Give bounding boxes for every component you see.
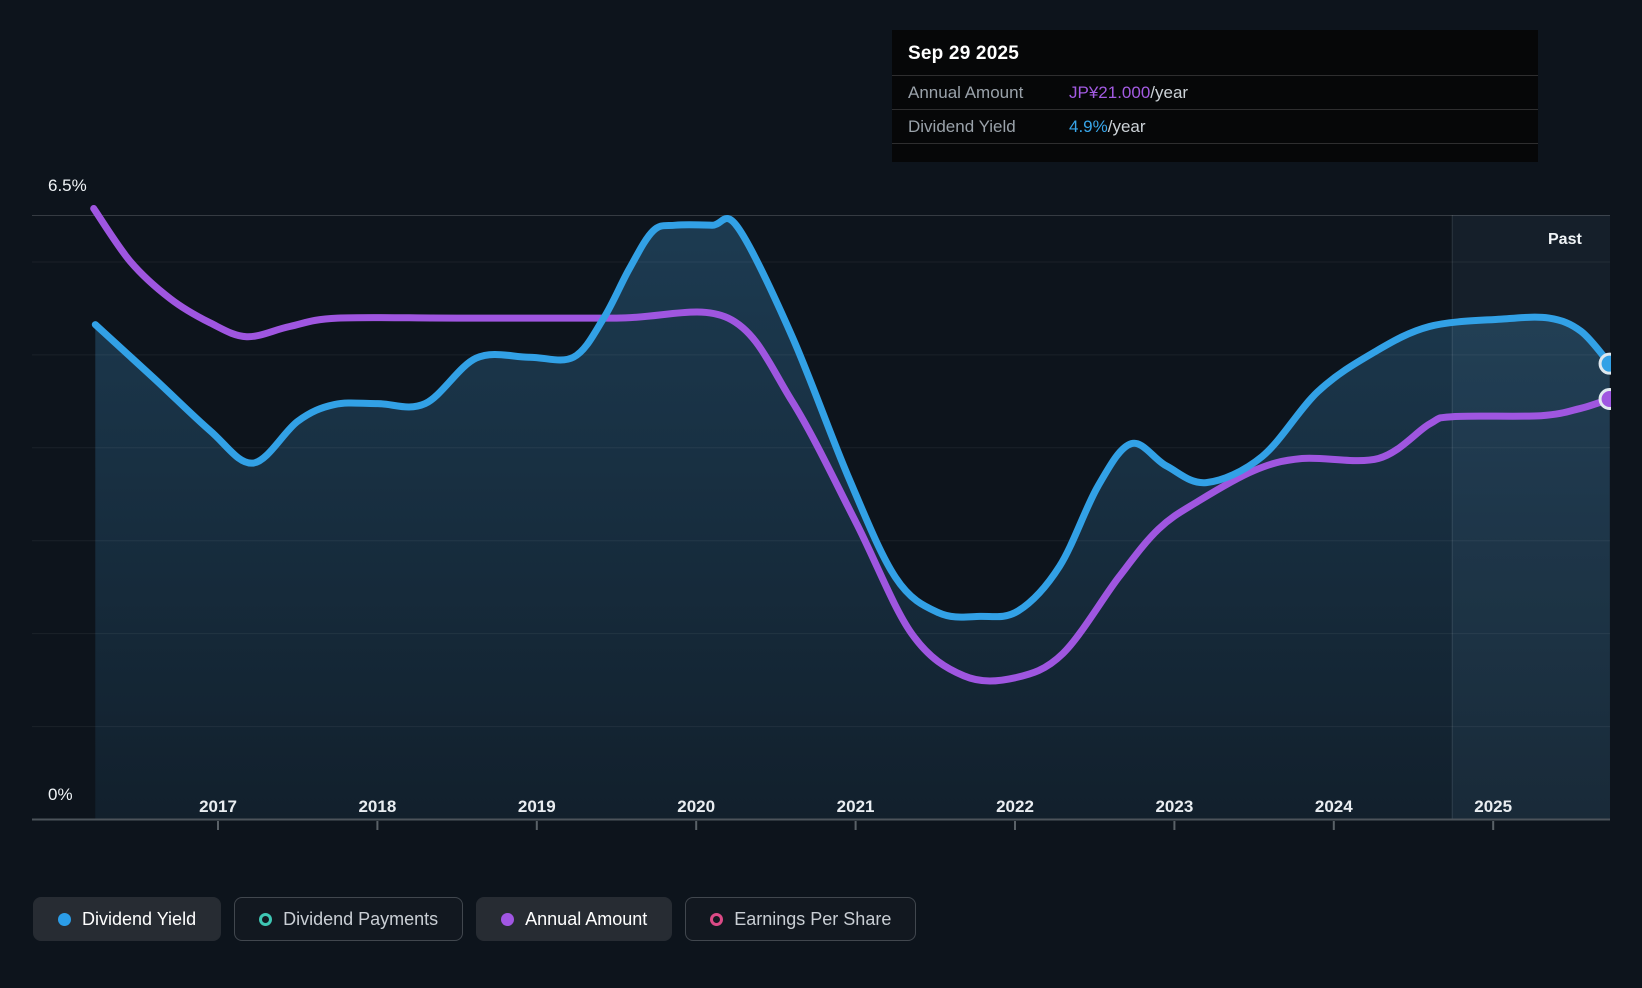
annual-amount-line — [90, 205, 1611, 685]
earnings-per-share-ring-icon — [710, 912, 724, 926]
dividend-payments-ring-icon — [259, 912, 273, 926]
tooltip-row-label: Dividend Yield — [908, 116, 1016, 136]
legend-label: Dividend Payments — [283, 908, 439, 929]
annual-amount-dot-icon — [501, 912, 515, 926]
legend-earnings-per-share[interactable]: Earnings Per Share — [685, 897, 917, 941]
past-region-label: Past — [1548, 231, 1582, 248]
legend-label: Dividend Yield — [82, 908, 197, 929]
chart-legend: Dividend Yield Dividend Payments Annual Am… — [33, 897, 917, 941]
tooltip-row: Dividend Yield 4.9%/year — [892, 109, 1538, 144]
annual-amount-end-dot — [1598, 387, 1611, 410]
x-axis-year-label: 2019 — [517, 797, 556, 816]
y-axis-min-label: 0% — [48, 785, 73, 804]
x-axis-year-label: 2018 — [358, 797, 397, 816]
x-axis-year-label: 2017 — [199, 797, 237, 816]
tooltip-date: Sep 29 2025 — [908, 43, 1020, 64]
legend-label: Earnings Per Share — [734, 908, 892, 929]
y-axis-max-label: 6.5% — [48, 176, 87, 195]
tooltip-row-suffix: /year — [1150, 82, 1189, 102]
dividend-yield-line — [91, 215, 1611, 621]
tooltip-row: Annual Amount JP¥21.000/year — [892, 75, 1538, 109]
x-axis-year-label: 2021 — [836, 797, 875, 816]
legend-label: Annual Amount — [525, 908, 648, 929]
past-region-overlay — [1451, 215, 1610, 819]
dividend-yield-dot-icon — [58, 912, 71, 926]
legend-annual-amount[interactable]: Annual Amount — [476, 897, 673, 941]
legend-dividend-payments[interactable]: Dividend Payments — [234, 897, 464, 941]
x-axis-year-label: 2024 — [1314, 797, 1353, 816]
x-axis-year-label: 2025 — [1474, 797, 1513, 816]
x-axis-year-label: 2020 — [677, 797, 716, 816]
x-axis-year-label: 2023 — [1155, 797, 1194, 816]
dividend-yield-end-dot — [1598, 352, 1611, 375]
tooltip-row-suffix: /year — [1107, 116, 1146, 136]
x-axis-year-label: 2022 — [996, 797, 1034, 816]
tooltip-row-value: JP¥21.000 — [1069, 82, 1151, 102]
tooltip-row-label: Annual Amount — [908, 82, 1024, 102]
chart-tooltip: Sep 29 2025 Annual Amount JP¥21.000/year D… — [892, 30, 1538, 162]
legend-dividend-yield[interactable]: Dividend Yield — [33, 897, 222, 941]
tooltip-row-value: 4.9% — [1069, 116, 1108, 136]
